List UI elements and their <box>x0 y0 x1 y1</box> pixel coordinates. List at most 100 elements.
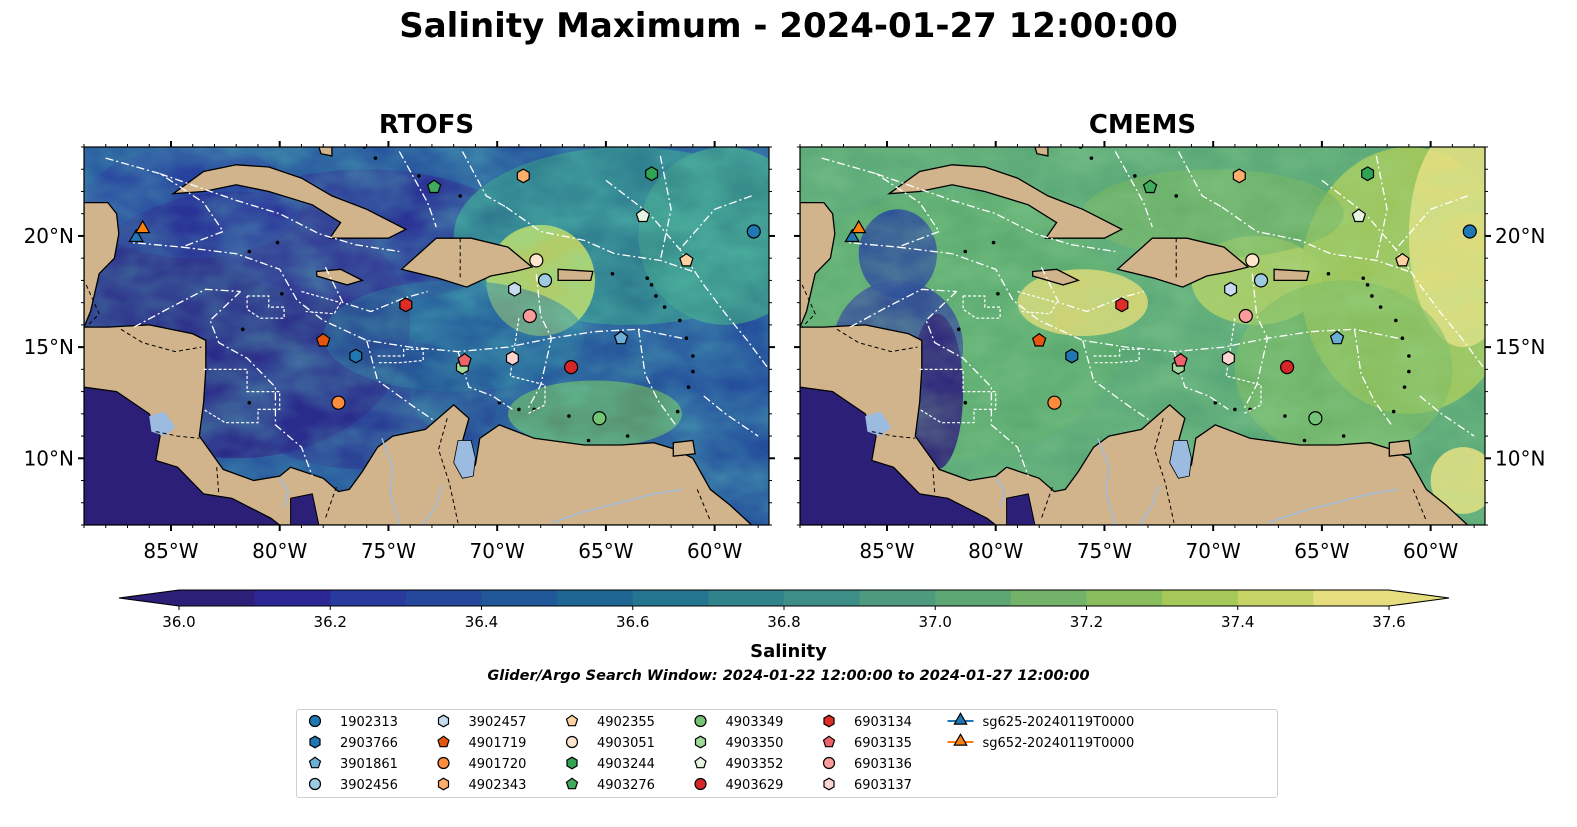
legend-label: 2903766 <box>340 736 398 751</box>
rtofs-eez-boundary <box>159 173 400 253</box>
cmems-islet <box>1326 271 1331 276</box>
cmems-river <box>995 477 1006 508</box>
colorbar-segment <box>330 590 407 606</box>
cmems-eez-boundary <box>1040 266 1144 313</box>
cmems-islet <box>1370 294 1374 298</box>
rtofs-obs-6903135 <box>457 352 472 367</box>
cmems-obs-2903766 <box>1065 348 1079 364</box>
cmems-obs-4903244 <box>1361 166 1375 182</box>
cmems-obs-3901861 <box>1329 330 1345 345</box>
rtofs-obs-3902457 <box>508 281 522 297</box>
cmems-lat-tick-label: 10°N <box>1495 446 1545 470</box>
legend-item-6903135: 6903135 <box>822 735 912 751</box>
cmems-obs-3902457 <box>1224 281 1238 297</box>
cmems-obs-3902456 <box>1253 273 1269 288</box>
rtofs-land-cuba <box>170 164 408 239</box>
rtofs-country-border <box>216 467 220 494</box>
rtofs-islet <box>610 271 615 276</box>
legend-marker <box>953 733 968 746</box>
rtofs-eez-boundary <box>527 273 553 410</box>
colorbar-segment <box>784 590 861 606</box>
rtofs-country-border <box>155 431 200 439</box>
legend-label: 4903629 <box>726 778 784 793</box>
legend-item-4903349: 4903349 <box>694 714 784 730</box>
rtofs-islet <box>686 385 691 389</box>
cmems-obs-6903137 <box>1221 350 1235 366</box>
cmems-lat-tick-label: 15°N <box>1495 335 1545 359</box>
legend-label: 6903137 <box>854 778 912 793</box>
rtofs-lat-tick-label: 10°N <box>24 446 74 470</box>
legend-item-4901719: 4901719 <box>437 735 527 751</box>
rtofs-eez-boundary <box>181 246 683 353</box>
cmems-frame <box>799 146 1486 526</box>
colorbar-tick-label: 37.6 <box>1372 613 1405 631</box>
cmems-eez-boundary <box>1177 151 1223 208</box>
cmems-islet <box>963 400 968 405</box>
cmems-obs-4903352 <box>1351 208 1367 223</box>
legend-label: 3901861 <box>340 757 398 772</box>
rtofs-islet <box>654 294 658 298</box>
cmems-lat-tick-label: 20°N <box>1495 224 1545 248</box>
rtofs-country-border <box>437 418 459 523</box>
colorbar-segment <box>405 590 483 606</box>
legend-item-6903137: 6903137 <box>823 777 912 793</box>
colorbar-segment <box>859 590 936 606</box>
rtofs-obs-4903349 <box>592 411 607 426</box>
cmems-eez-boundary <box>1082 340 1151 422</box>
colorbar-tick-label: 37.0 <box>919 613 952 631</box>
cmems-river <box>1097 438 1116 525</box>
rtofs-obs-sg625-20240119T0000 <box>128 228 144 243</box>
cmems-islet <box>956 327 961 332</box>
rtofs-protected-area <box>246 295 285 319</box>
rtofs-islet <box>586 438 591 443</box>
cmems-eez-boundary <box>925 291 1029 477</box>
cmems-land-cuba <box>886 164 1124 239</box>
legend-label: 4902343 <box>469 778 527 793</box>
rtofs-land-hispaniola <box>400 237 534 288</box>
cmems-obs-sg625-20240119T0000 <box>844 228 860 243</box>
legend-label: 4903352 <box>726 757 784 772</box>
colorbar-segment <box>1237 590 1314 606</box>
cmems-eez-boundary <box>1114 151 1153 228</box>
cmems-obs-1902313 <box>1462 224 1477 239</box>
legend-label: 4903244 <box>597 757 655 772</box>
cmems-islet <box>1402 385 1407 389</box>
legend-marker <box>308 756 322 769</box>
cmems-obs-4902343 <box>1232 168 1246 184</box>
search-window-text: Glider/Argo Search Window: 2024-01-22 12… <box>487 668 1090 684</box>
rtofs-islet <box>662 305 667 309</box>
colorbar-tick-label: 36.6 <box>616 613 649 631</box>
cmems-lon-tick-label: 80°W <box>968 539 1023 563</box>
rtofs-protected-area <box>203 368 281 424</box>
legend-item-4903276: 4903276 <box>565 777 655 793</box>
rtofs-lon-tick-label: 60°W <box>687 539 742 563</box>
legend-box: 1902313 2903766 3901861 3902456 3902457 49017… <box>296 709 1278 798</box>
rtofs-river <box>381 438 400 525</box>
colorbar-tick-label: 37.4 <box>1221 613 1254 631</box>
rtofs-islet <box>517 407 521 412</box>
cmems-lon-tick-label: 70°W <box>1186 539 1241 563</box>
rtofs-eez-boundary <box>505 206 694 273</box>
legend-marker <box>566 756 578 770</box>
cmems-river <box>1138 484 1160 525</box>
rtofs-lon-tick-label: 65°W <box>578 539 633 563</box>
cmems-protected-area <box>962 295 1001 319</box>
cmems-eez-boundary <box>1221 206 1410 273</box>
cmems-obs-4901719 <box>1031 332 1047 347</box>
colorbar-tick-label: 37.2 <box>1070 613 1103 631</box>
rtofs-lat-tick-label: 15°N <box>24 335 74 359</box>
rtofs-islet <box>675 409 680 414</box>
cmems-islet <box>1233 407 1237 412</box>
cmems-islet <box>1133 174 1137 178</box>
legend-label: 4903349 <box>726 715 784 730</box>
rtofs-eez-boundary <box>366 340 435 422</box>
colorbar-tick-label: 36.8 <box>767 613 800 631</box>
legend-item-3901861: 3901861 <box>308 756 398 772</box>
legend-label: 4901719 <box>469 736 527 751</box>
cmems-eez-boundary <box>1353 329 1393 426</box>
cmems-islet <box>1302 438 1307 443</box>
rtofs-obs-sg652-20240119T0000 <box>134 219 151 234</box>
legend-marker <box>308 714 322 728</box>
rtofs-obs-1902313 <box>746 224 761 239</box>
